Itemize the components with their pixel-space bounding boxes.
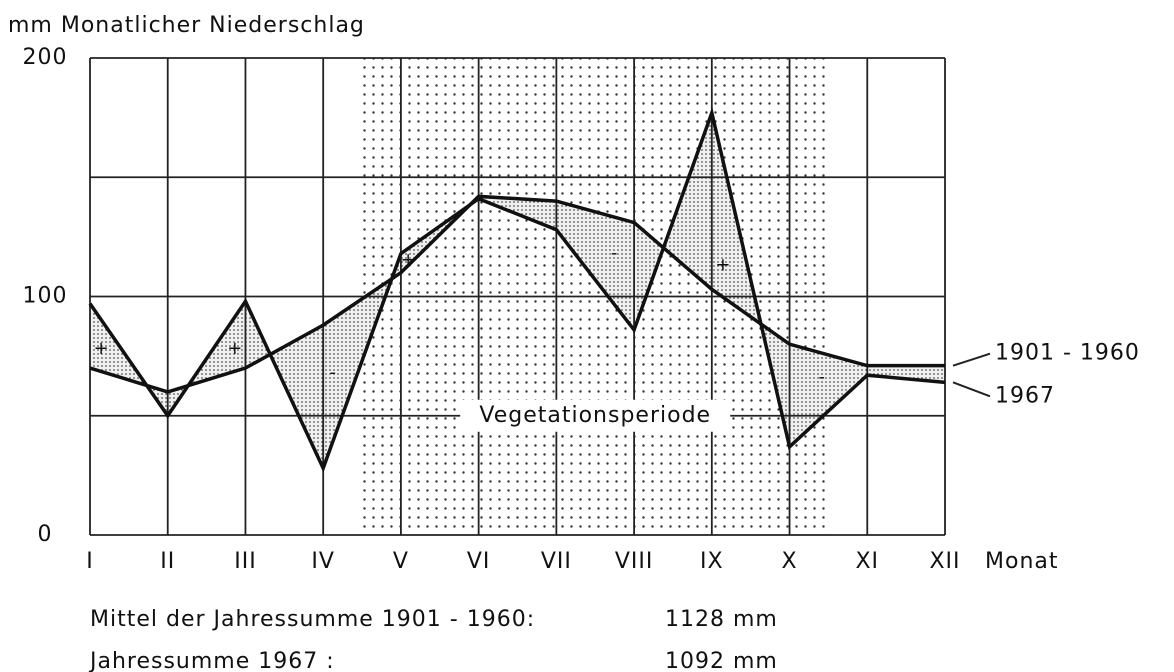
sign-annotation: + — [94, 338, 110, 359]
note-value: 1128 mm — [665, 607, 778, 632]
series-line — [88, 106, 946, 473]
legend-label: 1967 — [995, 383, 1055, 408]
x-tick-label: X — [782, 549, 798, 574]
x-tick-label: VIII — [615, 549, 654, 574]
x-tick-label: VI — [467, 549, 491, 574]
x-tick-label: IX — [700, 549, 724, 574]
legend-leader — [952, 381, 991, 398]
y-tick-label: 0 — [38, 522, 53, 547]
legend-leader — [952, 352, 991, 367]
sign-annotation: - — [611, 243, 619, 264]
series-line — [89, 194, 945, 394]
sign-annotation: - — [330, 362, 338, 383]
y-axis-label: mm Monatlicher Niederschlag — [8, 13, 365, 38]
foreground-layer: I II III IV V VI VII VIII IX X XI XII0100200MonatVe… — [23, 45, 1140, 672]
x-tick-label: III — [234, 549, 256, 574]
vegetation-label: Vegetationsperiode — [479, 403, 711, 428]
sign-annotation: + — [401, 250, 417, 271]
y-tick-label: 200 — [23, 45, 68, 70]
x-tick-label: II — [160, 549, 175, 574]
note-label: Jahressumme 1967 : — [88, 649, 335, 672]
x-tick-label: IV — [311, 549, 335, 574]
x-tick-label: XI — [855, 549, 879, 574]
sign-annotation: + — [227, 338, 243, 359]
sign-annotation: - — [818, 367, 826, 388]
x-axis-label: Monat — [985, 549, 1059, 574]
x-tick-label: XII — [929, 549, 960, 574]
y-tick-label: 100 — [23, 284, 68, 309]
label-background — [460, 399, 731, 432]
sign-annotation: + — [715, 254, 731, 275]
note-value: 1092 mm — [665, 649, 778, 672]
note-label: Mittel der Jahressumme 1901 - 1960: — [90, 607, 535, 632]
legend-label: 1901 - 1960 — [995, 341, 1140, 366]
x-tick-label: I — [86, 549, 94, 574]
x-tick-label: V — [393, 549, 409, 574]
x-tick-label: VII — [541, 549, 572, 574]
grid-layer — [89, 57, 946, 536]
